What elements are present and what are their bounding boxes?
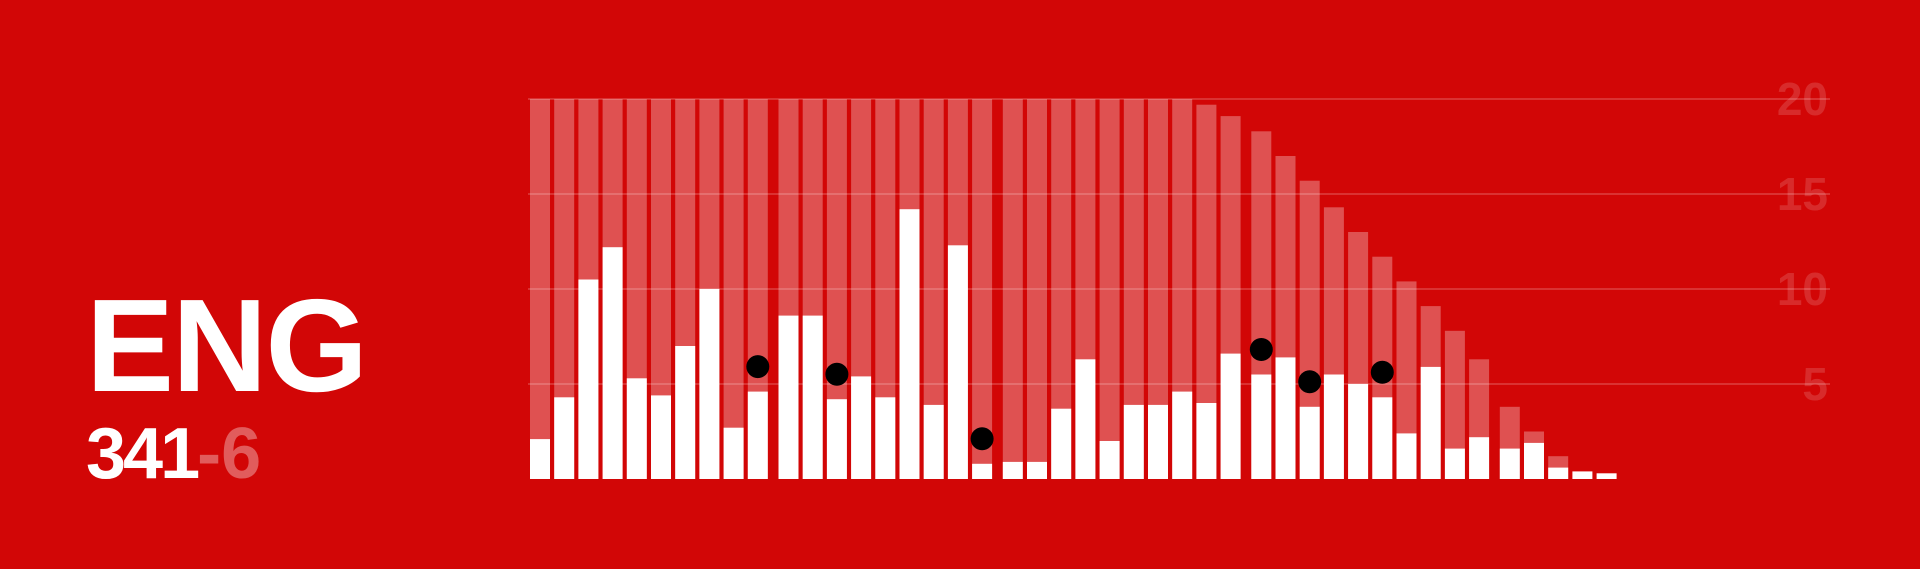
required-rate-bar (1123, 99, 1144, 479)
runs-bar (651, 395, 671, 479)
runs-bar (1196, 403, 1217, 479)
runs-bar (778, 315, 799, 479)
required-rate-bar (1396, 281, 1417, 479)
team-score-panel: ENG 341-6 (86, 272, 406, 491)
required-rate-bar (1196, 104, 1217, 479)
runs-bar (947, 245, 968, 479)
runs-bar (747, 391, 768, 479)
runs-bar (1499, 448, 1520, 479)
runs-bar (626, 378, 647, 479)
required-rate-bar (875, 99, 896, 479)
required-rate-bar (747, 99, 768, 479)
wicket-marker (1298, 370, 1322, 394)
required-rate-bar (1027, 99, 1047, 479)
runs-bar (899, 209, 920, 479)
runs-bar (1348, 384, 1369, 479)
required-rate-bar (530, 99, 550, 479)
runs-bar (723, 427, 744, 479)
runs-bar (1220, 353, 1241, 479)
required-rate-bar (1148, 99, 1168, 479)
wicket-marker (825, 362, 849, 386)
runs-bar (1123, 404, 1144, 479)
required-rate-bar (1051, 99, 1072, 479)
runs-bar (1524, 442, 1544, 479)
runs-bar (1275, 357, 1296, 479)
runs-bar (1075, 359, 1096, 479)
runs-bar (851, 376, 872, 479)
runs-bar (1420, 366, 1441, 479)
required-rate-bar (1444, 330, 1465, 479)
required-rate-bar (1002, 99, 1023, 479)
wicket-marker (1370, 360, 1394, 384)
runs-bar (602, 247, 623, 479)
team-score: 341-6 (86, 418, 406, 490)
runs-bar (1299, 406, 1320, 479)
wicket-marker (1249, 338, 1273, 361)
runs-bar (530, 439, 550, 479)
runs-bar (1002, 461, 1023, 479)
y-tick-label: 5 (1802, 358, 1828, 410)
runs-bar (554, 397, 575, 479)
runs-bar (1099, 441, 1120, 479)
y-tick-label: 15 (1777, 168, 1828, 220)
runs-bar (1596, 473, 1617, 479)
runs-bar (1027, 461, 1047, 479)
runs-bar (1444, 448, 1465, 479)
runs-bar (1396, 433, 1417, 479)
runs-bar (972, 463, 993, 479)
required-rate-bar (651, 99, 671, 479)
runs-bar (578, 279, 599, 479)
runs-bar (1172, 391, 1193, 479)
required-rate-bar (972, 99, 993, 479)
runs-bar (875, 397, 896, 479)
runs-bar (826, 399, 847, 479)
runs-bar (1051, 408, 1072, 479)
runs-bar (1548, 467, 1569, 479)
y-tick-label: 20 (1777, 73, 1828, 125)
required-rate-bar (1299, 180, 1320, 479)
score-separator: - (197, 414, 222, 494)
required-rate-bar (554, 99, 575, 479)
y-tick-label: 10 (1777, 263, 1828, 315)
runs-bar (802, 315, 823, 479)
runs-bar (1469, 437, 1490, 479)
wicket-marker (746, 355, 770, 379)
runs-bar (1572, 471, 1593, 479)
required-rate-bar (1099, 99, 1120, 479)
runs-bar (699, 289, 720, 479)
required-rate-bar (1172, 99, 1193, 479)
runs-bar (923, 404, 944, 479)
required-rate-bar (923, 99, 944, 479)
runs-bar (675, 346, 696, 479)
score-runs: 341 (86, 414, 200, 494)
wicket-marker (970, 427, 994, 451)
runs-bar (1251, 374, 1272, 479)
score-wickets: 6 (221, 414, 262, 494)
runs-bar (1323, 374, 1344, 479)
runs-bar (1372, 397, 1393, 479)
required-rate-bar (723, 99, 744, 479)
runs-bar (1148, 404, 1168, 479)
team-name: ENG (86, 272, 368, 419)
